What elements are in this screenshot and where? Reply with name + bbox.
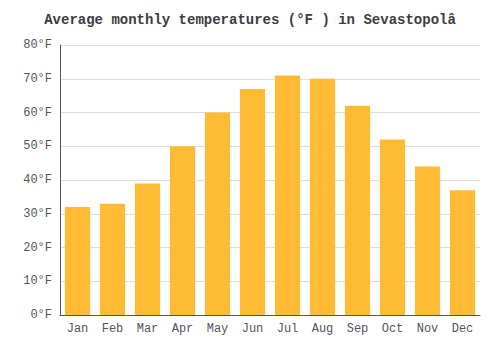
svg-text:Sep: Sep xyxy=(347,322,369,336)
svg-text:50°F: 50°F xyxy=(23,139,52,153)
svg-text:Apr: Apr xyxy=(172,322,194,336)
svg-text:10°F: 10°F xyxy=(23,274,52,288)
svg-text:Oct: Oct xyxy=(382,322,404,336)
svg-text:Feb: Feb xyxy=(102,322,124,336)
svg-text:Average monthly temperatures (: Average monthly temperatures (°F ) in Se… xyxy=(44,12,456,28)
svg-text:60°F: 60°F xyxy=(23,106,52,120)
svg-text:30°F: 30°F xyxy=(23,207,52,221)
svg-text:Dec: Dec xyxy=(452,322,474,336)
svg-text:Nov: Nov xyxy=(417,322,439,336)
svg-text:80°F: 80°F xyxy=(23,38,52,52)
svg-text:Jun: Jun xyxy=(242,322,264,336)
svg-text:Aug: Aug xyxy=(312,322,334,336)
svg-text:20°F: 20°F xyxy=(23,241,52,255)
svg-text:70°F: 70°F xyxy=(23,72,52,86)
svg-text:May: May xyxy=(207,322,229,336)
svg-text:40°F: 40°F xyxy=(23,173,52,187)
svg-text:Mar: Mar xyxy=(137,322,159,336)
svg-text:Jul: Jul xyxy=(277,322,299,336)
svg-text:Jan: Jan xyxy=(67,322,89,336)
svg-text:0°F: 0°F xyxy=(30,308,52,322)
